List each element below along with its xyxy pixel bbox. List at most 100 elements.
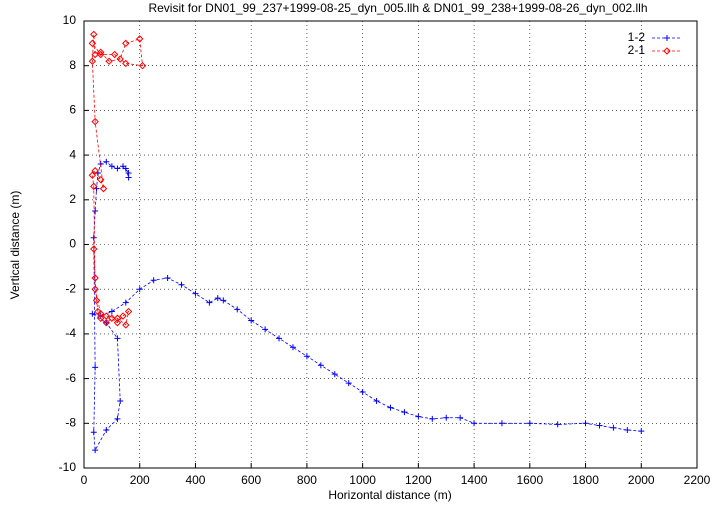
series-line (92, 161, 642, 452)
data-point (88, 171, 97, 179)
data-point (214, 295, 221, 302)
y-tick-label: 6 (69, 103, 76, 117)
data-point (220, 297, 227, 304)
data-point (117, 397, 124, 404)
data-point (498, 420, 505, 427)
data-point (90, 429, 97, 436)
data-point (317, 362, 324, 369)
data-point (125, 174, 132, 181)
data-point (262, 326, 269, 333)
data-point (90, 245, 98, 253)
x-axis-label: Horizontal distance (m) (328, 488, 451, 502)
y-tick-label: 2 (69, 192, 76, 206)
data-point (303, 353, 310, 360)
x-tick-label: 1000 (349, 473, 376, 487)
data-point (178, 281, 185, 288)
data-point (103, 427, 110, 434)
data-point (596, 422, 603, 429)
data-point (192, 290, 199, 297)
data-point (526, 420, 533, 427)
data-point (359, 389, 366, 396)
legend-label: 1-2 (628, 30, 646, 44)
data-point (116, 55, 124, 63)
y-tick-label: -6 (65, 371, 76, 385)
x-tick-label: 2200 (684, 473, 711, 487)
data-point (610, 424, 617, 431)
legend-marker (663, 47, 671, 55)
data-point (91, 50, 99, 59)
y-tick-label: 8 (69, 58, 76, 72)
data-point (138, 61, 147, 70)
data-point (91, 285, 99, 293)
data-point (234, 306, 241, 313)
y-tick-label: -2 (65, 281, 76, 295)
data-point (102, 312, 110, 320)
data-point (88, 57, 97, 65)
x-tick-label: 200 (130, 473, 150, 487)
data-point (276, 335, 283, 342)
data-point (122, 165, 129, 172)
data-point (113, 314, 122, 322)
data-point (97, 314, 105, 322)
data-point (91, 274, 99, 282)
chart-title: Revisit for DN01_99_237+1999-08-25_dyn_0… (148, 1, 647, 15)
data-point (92, 447, 99, 454)
data-point (164, 275, 171, 282)
legend-label: 2-1 (628, 43, 646, 57)
x-tick-label: 1400 (461, 473, 488, 487)
x-tick-label: 0 (81, 473, 88, 487)
data-point (387, 404, 394, 411)
data-point (331, 371, 338, 378)
y-tick-label: 0 (69, 237, 76, 251)
plot-frame (83, 20, 698, 469)
data-point (248, 317, 255, 324)
data-point (105, 57, 113, 65)
x-tick-label: 1200 (405, 473, 432, 487)
data-point (122, 39, 130, 48)
data-point (97, 310, 105, 318)
data-point (124, 307, 133, 316)
data-point (97, 50, 105, 59)
data-point (119, 312, 127, 320)
data-point (90, 234, 97, 241)
data-point (136, 35, 144, 43)
data-point (91, 167, 99, 175)
data-point (91, 117, 99, 126)
x-tick-label: 800 (297, 473, 317, 487)
data-point (554, 421, 561, 428)
data-point (110, 50, 119, 59)
data-point (638, 428, 645, 435)
y-tick-label: -10 (59, 460, 77, 474)
data-point (114, 165, 121, 172)
data-point (108, 308, 115, 315)
data-point (99, 184, 108, 193)
y-axis-label: Vertical distance (m) (8, 191, 22, 300)
x-tick-label: 1600 (516, 473, 543, 487)
data-point (97, 48, 105, 56)
data-point (90, 182, 98, 191)
data-point (102, 319, 110, 327)
data-point (443, 414, 450, 421)
data-point (206, 299, 213, 306)
data-point (103, 158, 110, 165)
x-tick-label: 1800 (572, 473, 599, 487)
legend-marker (664, 35, 670, 41)
data-point (92, 207, 99, 214)
data-point (90, 30, 98, 39)
data-point (113, 319, 122, 327)
data-point (624, 427, 631, 434)
x-tick-label: 400 (185, 473, 205, 487)
data-point (122, 321, 130, 329)
data-point (88, 39, 97, 48)
series-line (91, 34, 143, 326)
data-point (97, 175, 105, 184)
data-point (92, 296, 101, 305)
data-point (289, 344, 296, 351)
data-point (582, 420, 589, 427)
data-point (429, 415, 436, 422)
y-tick-label: 4 (69, 147, 76, 161)
data-point (150, 277, 157, 284)
data-point (401, 409, 408, 416)
x-tick-label: 600 (241, 473, 261, 487)
